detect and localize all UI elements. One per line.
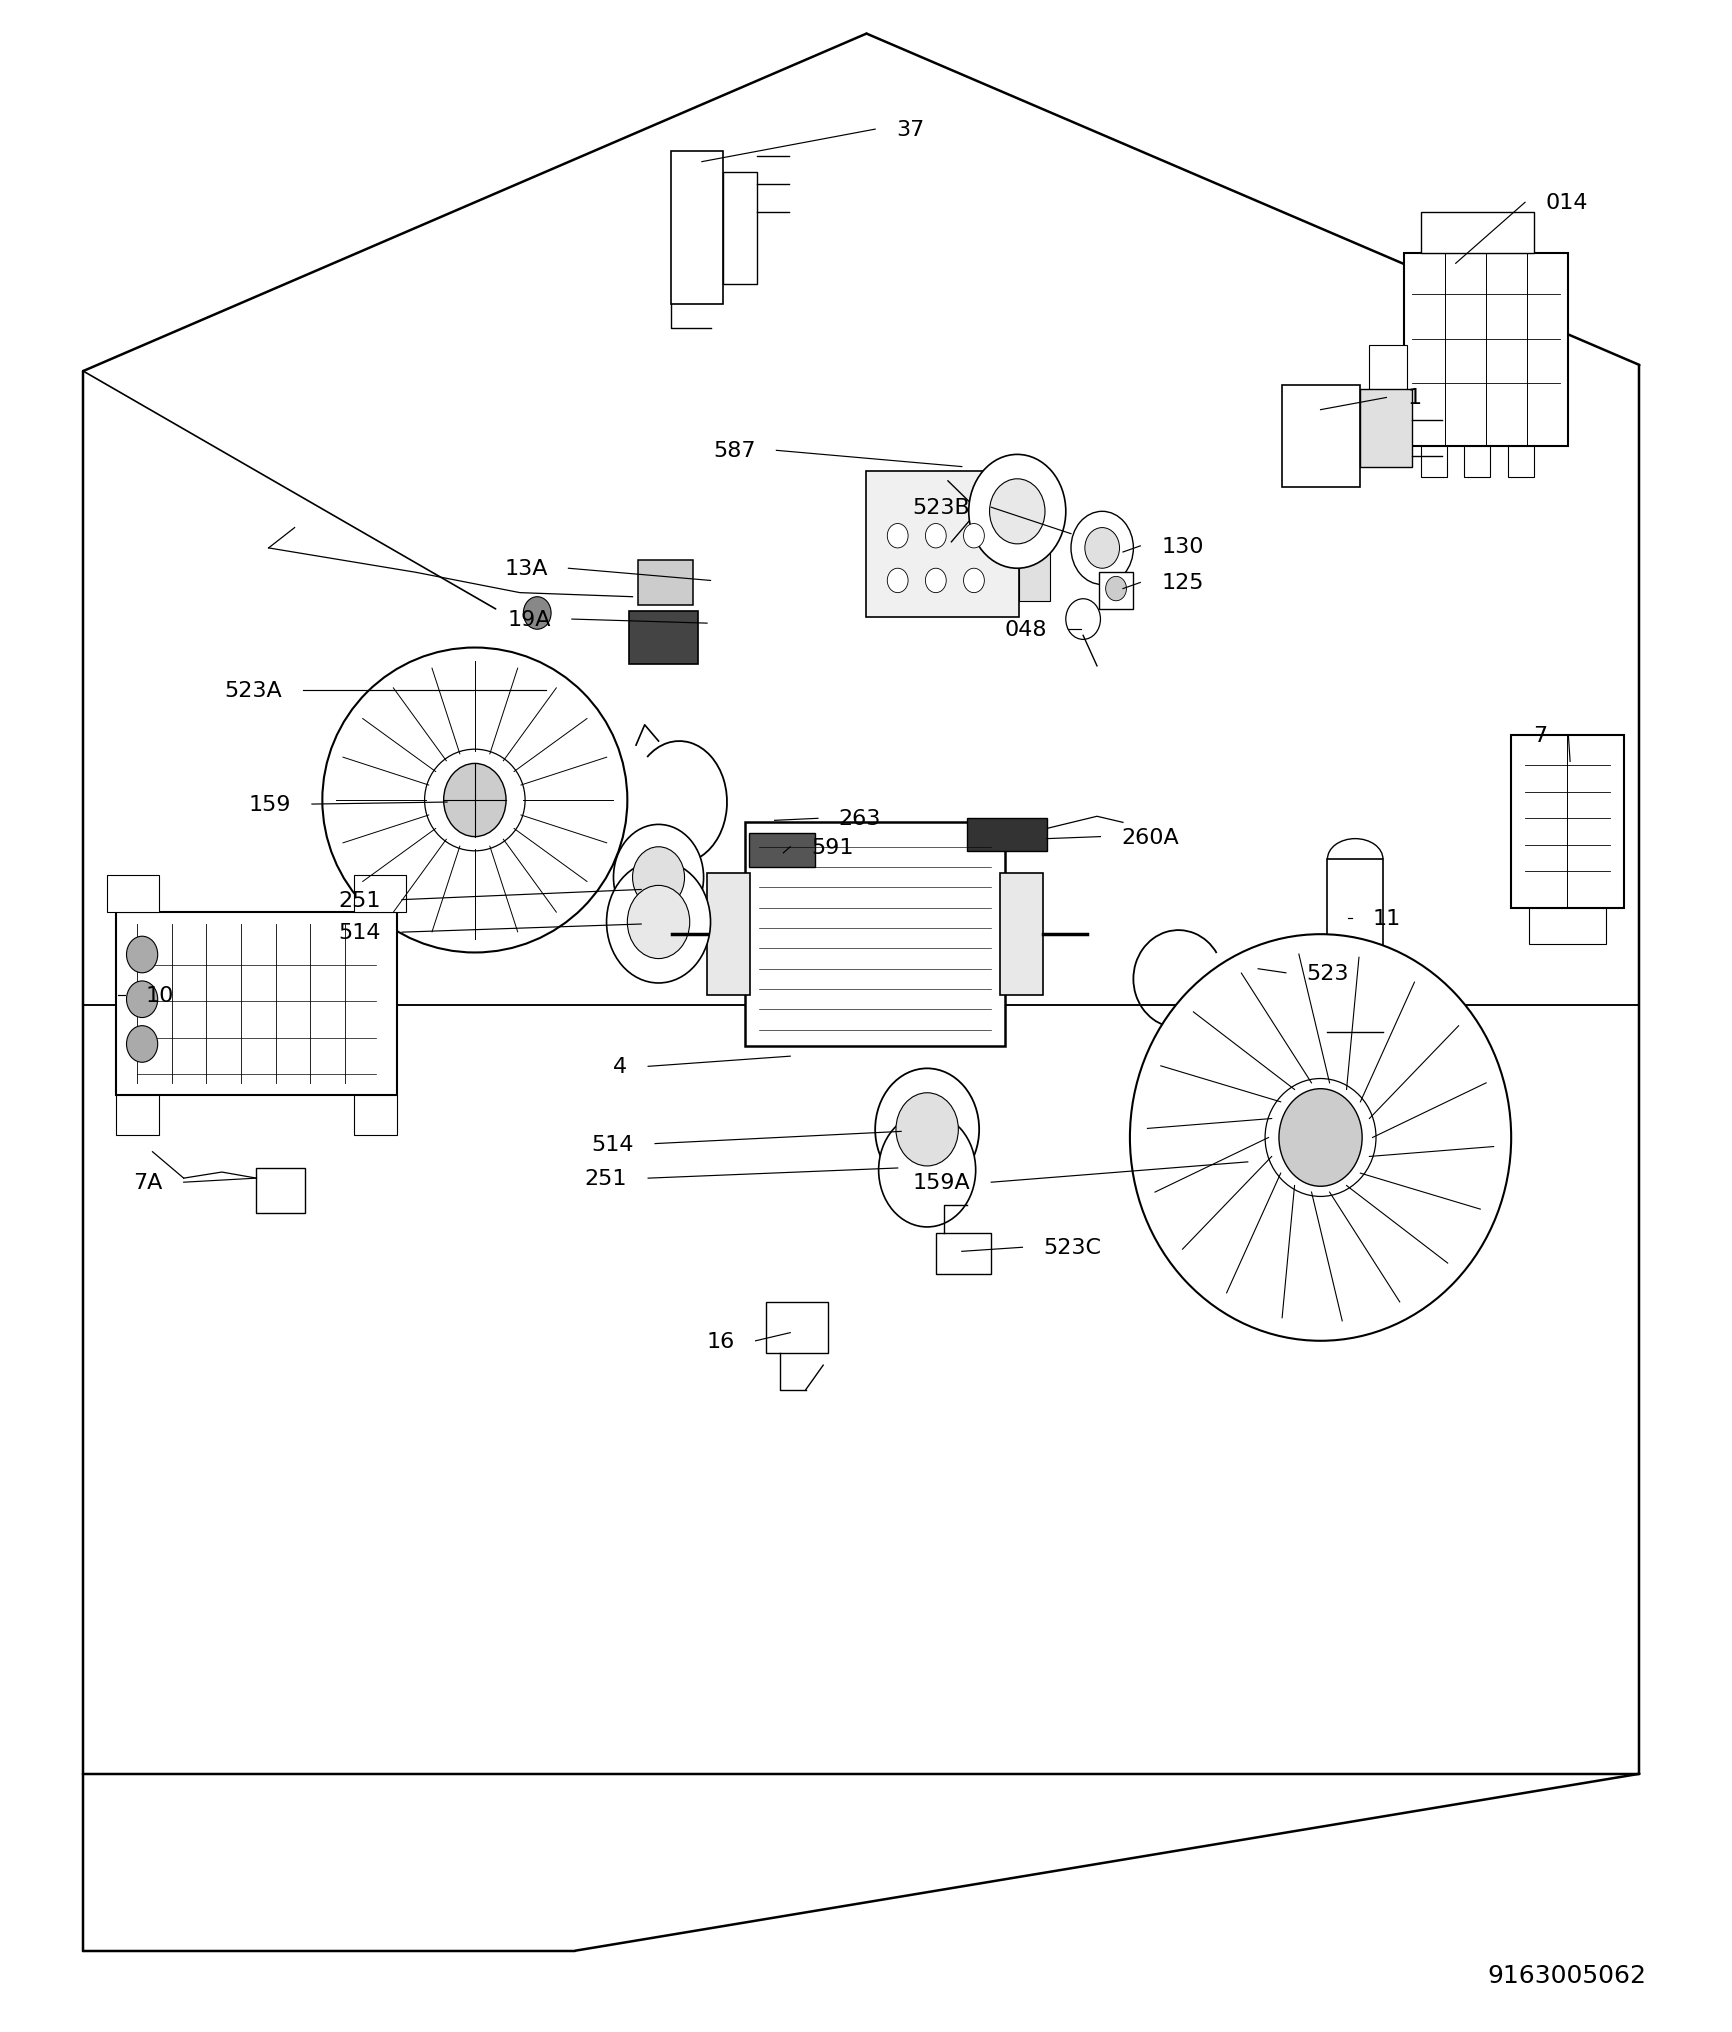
Text: 16: 16	[707, 1331, 734, 1351]
Bar	[766, 1303, 828, 1353]
Bar	[866, 471, 1018, 618]
Circle shape	[1278, 1089, 1361, 1187]
Text: 523C: 523C	[1043, 1237, 1100, 1258]
Bar	[637, 561, 693, 606]
Text: 523: 523	[1306, 963, 1349, 983]
Circle shape	[989, 480, 1044, 545]
Circle shape	[887, 524, 908, 549]
Circle shape	[627, 886, 689, 959]
Circle shape	[126, 937, 158, 973]
Circle shape	[895, 1093, 958, 1166]
Circle shape	[443, 764, 506, 837]
Circle shape	[925, 569, 946, 593]
Text: 4: 4	[613, 1057, 627, 1077]
Circle shape	[963, 524, 984, 549]
Bar	[1282, 386, 1360, 488]
Bar	[1360, 390, 1412, 467]
Circle shape	[126, 1026, 158, 1063]
Bar	[1510, 736, 1623, 908]
Bar	[107, 876, 159, 912]
Bar	[748, 833, 814, 868]
Circle shape	[606, 862, 710, 983]
Bar	[1420, 213, 1533, 254]
Circle shape	[1105, 577, 1126, 601]
Bar	[1368, 345, 1406, 427]
Circle shape	[878, 1114, 975, 1227]
Text: 251: 251	[584, 1168, 627, 1189]
Text: 251: 251	[338, 890, 381, 910]
Text: 159: 159	[248, 795, 291, 815]
Bar	[745, 823, 1005, 1046]
Text: 014: 014	[1545, 193, 1588, 213]
Circle shape	[968, 455, 1065, 569]
Circle shape	[875, 1069, 979, 1191]
Text: 514: 514	[338, 923, 381, 943]
Bar	[707, 874, 750, 996]
Circle shape	[925, 524, 946, 549]
Bar	[629, 612, 698, 664]
Text: 7A: 7A	[133, 1172, 163, 1193]
Bar	[999, 874, 1043, 996]
Text: 37: 37	[895, 120, 923, 140]
Text: 9163005062: 9163005062	[1486, 1963, 1645, 1987]
Bar	[353, 876, 405, 912]
Ellipse shape	[322, 648, 627, 953]
Text: 125: 125	[1160, 573, 1204, 593]
Text: 523B: 523B	[913, 498, 970, 518]
Circle shape	[887, 569, 908, 593]
Circle shape	[126, 981, 158, 1018]
Bar	[353, 1095, 397, 1136]
Text: 263: 263	[838, 809, 880, 829]
Text: 11: 11	[1372, 908, 1399, 929]
Bar	[1327, 860, 1382, 1032]
Bar	[1528, 908, 1606, 945]
Bar	[256, 1168, 305, 1213]
Circle shape	[613, 825, 703, 931]
Bar	[1464, 447, 1490, 478]
Bar	[116, 912, 397, 1095]
Text: 13A: 13A	[504, 559, 547, 579]
Text: 514: 514	[591, 1134, 634, 1154]
Circle shape	[1084, 528, 1119, 569]
Bar	[116, 1095, 159, 1136]
Text: 048: 048	[1003, 620, 1046, 640]
Text: 587: 587	[712, 441, 755, 461]
Ellipse shape	[1129, 935, 1510, 1341]
Circle shape	[632, 847, 684, 908]
Circle shape	[963, 569, 984, 593]
Bar	[1403, 254, 1567, 447]
Text: 1: 1	[1406, 388, 1420, 408]
Bar	[966, 819, 1046, 851]
Bar	[722, 173, 757, 284]
Text: 130: 130	[1160, 536, 1204, 557]
Text: 7: 7	[1533, 725, 1547, 746]
Bar	[1507, 447, 1533, 478]
Bar	[1098, 573, 1133, 610]
Bar	[935, 1233, 991, 1274]
Text: 260A: 260A	[1121, 827, 1178, 847]
Bar	[670, 152, 722, 305]
Circle shape	[1065, 599, 1100, 640]
Text: 591: 591	[811, 837, 854, 858]
Bar	[1018, 488, 1050, 601]
Text: 523A: 523A	[225, 681, 282, 701]
Text: 159A: 159A	[913, 1172, 970, 1193]
Circle shape	[1070, 512, 1133, 585]
Text: 10: 10	[145, 986, 173, 1006]
Text: 19A: 19A	[507, 610, 551, 630]
Bar	[1420, 447, 1446, 478]
Circle shape	[523, 597, 551, 630]
